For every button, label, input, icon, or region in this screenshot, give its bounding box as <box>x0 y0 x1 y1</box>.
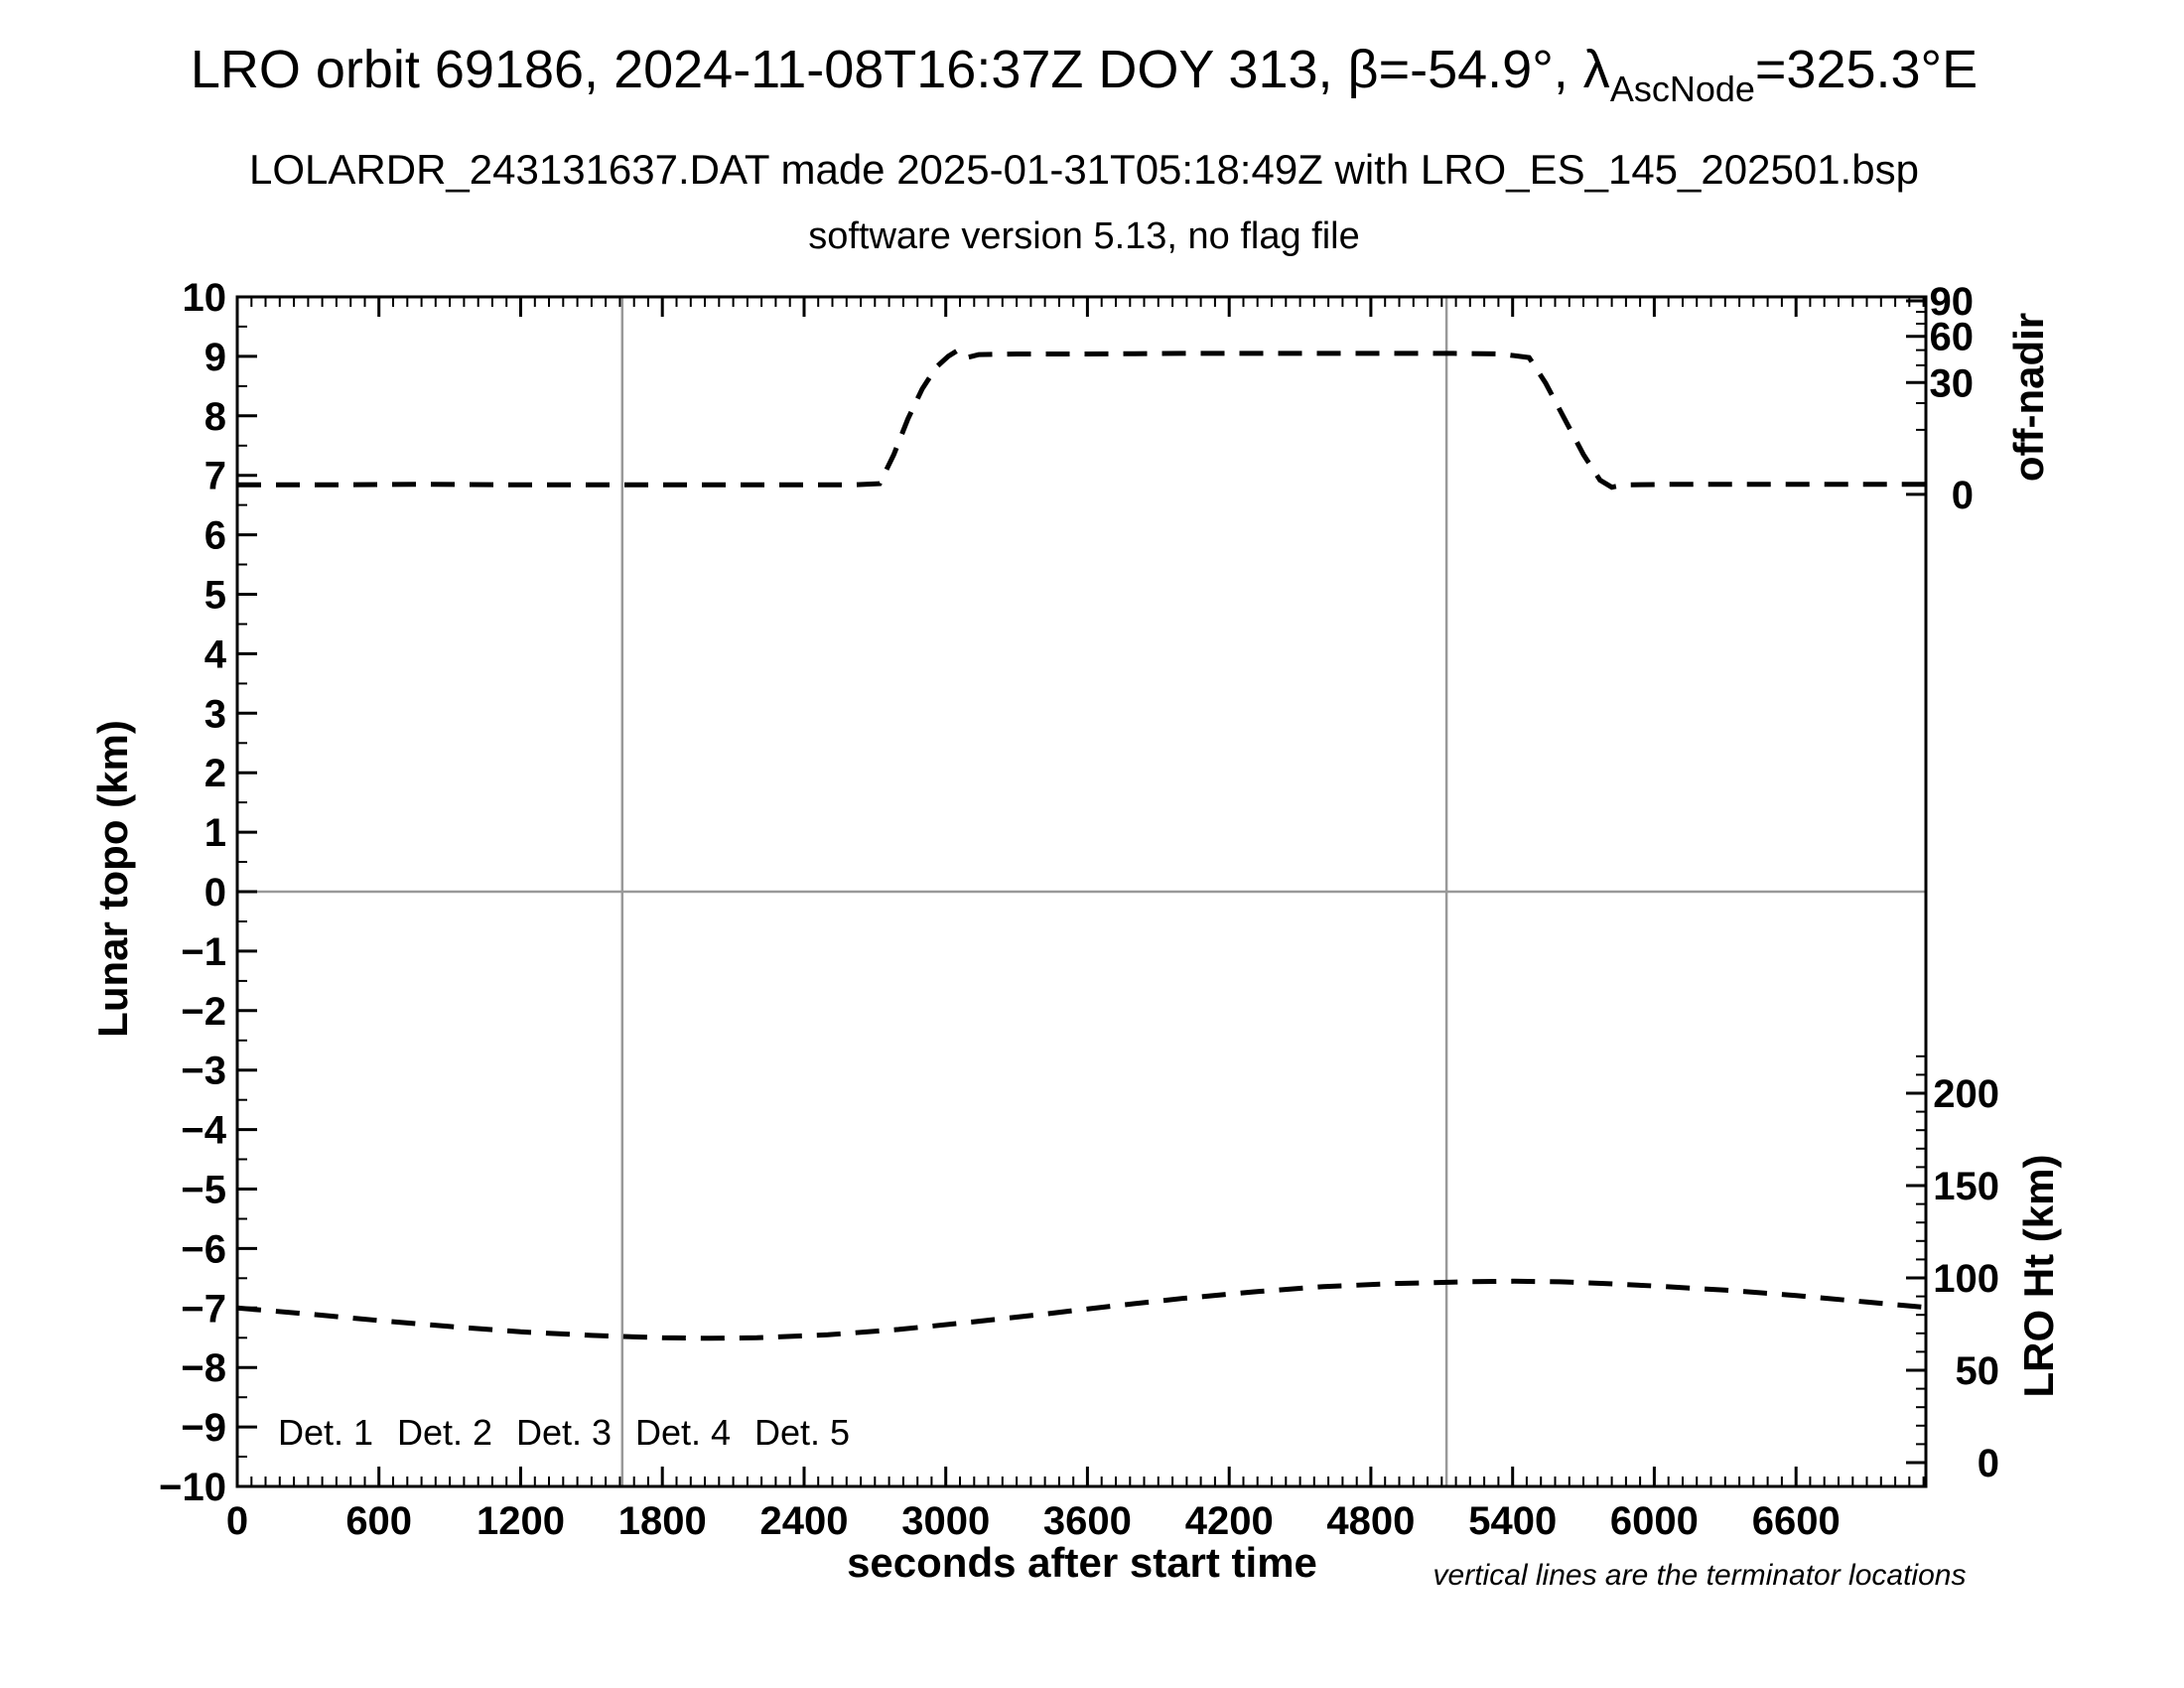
y-tick-label: −5 <box>181 1169 226 1212</box>
legend-item-3: Det. 3 <box>516 1412 612 1453</box>
y-tick-label: 8 <box>205 395 226 439</box>
y-tick-label: −1 <box>181 930 226 974</box>
x-axis-title: seconds after start time <box>847 1539 1317 1586</box>
page-title: LRO orbit 69186, 2024-11-08T16:37Z DOY 3… <box>191 40 1978 109</box>
y-axis-title-right-bottom: LRO Ht (km) <box>2015 1155 2062 1398</box>
x-tick-label: 6600 <box>1752 1499 1841 1543</box>
x-tick-label: 600 <box>345 1499 412 1543</box>
y-tick-label: 3 <box>205 692 226 736</box>
y-axis-title-left: Lunar topo (km) <box>89 720 136 1038</box>
y-tick-label: 9 <box>205 336 226 379</box>
title-subscript: AscNode <box>1610 69 1755 109</box>
x-tick-label: 4200 <box>1185 1499 1274 1543</box>
y-tick-label: 0 <box>205 871 226 914</box>
y-tick-label: 4 <box>205 633 227 676</box>
y-axis-title-right-top: off-nadir <box>2005 313 2052 482</box>
y-tick-label: −10 <box>159 1466 226 1509</box>
x-tick-label: 3600 <box>1043 1499 1132 1543</box>
x-tick-label: 3000 <box>901 1499 990 1543</box>
y-tick-label: −9 <box>181 1406 226 1450</box>
series-off-nadir-angle <box>237 347 1926 491</box>
x-tick-label: 1200 <box>477 1499 565 1543</box>
y-tick-label: 1 <box>205 811 226 855</box>
legend-item-5: Det. 5 <box>754 1412 850 1453</box>
title-main: LRO orbit 69186, 2024-11-08T16:37Z DOY 3… <box>191 40 1610 99</box>
subtitle-filename: LOLARDR_243131637.DAT made 2025-01-31T05… <box>249 146 1919 193</box>
legend-item-2: Det. 2 <box>397 1412 492 1453</box>
lroht-tick-label: 200 <box>1933 1072 1999 1116</box>
lroht-tick-label: 50 <box>1956 1349 2000 1393</box>
y-tick-label: 10 <box>183 276 227 320</box>
x-tick-label: 6000 <box>1610 1499 1699 1543</box>
x-tick-label: 4800 <box>1326 1499 1415 1543</box>
y-tick-label: −7 <box>181 1287 226 1331</box>
y-tick-label: 5 <box>205 574 226 618</box>
y-tick-label: −6 <box>181 1227 226 1271</box>
lroht-tick-label: 100 <box>1933 1257 1999 1301</box>
plot-area: 0 600 1200 1800 2400 3000 3600 4200 4800 5400 6000… <box>159 276 1999 1543</box>
y-tick-label: −4 <box>181 1109 226 1153</box>
y-tick-label: 7 <box>205 455 226 498</box>
title-tail: =325.3°E <box>1755 40 1978 99</box>
y-tick-label: −3 <box>181 1050 226 1093</box>
x-tick-label: 5400 <box>1468 1499 1557 1543</box>
series-LRO-height <box>236 1278 1927 1341</box>
offnadir-tick-label: 90 <box>1930 280 1975 324</box>
y-tick-label: −2 <box>181 990 226 1034</box>
lroht-tick-label: 150 <box>1933 1165 1999 1208</box>
x-tick-label: 1800 <box>618 1499 707 1543</box>
x-tick-label: 0 <box>226 1499 248 1543</box>
offnadir-tick-label: 60 <box>1930 316 1975 359</box>
subtitle-software-version: software version 5.13, no flag file <box>808 215 1360 257</box>
legend-item-1: Det. 1 <box>278 1412 373 1453</box>
lroht-tick-label: 0 <box>1978 1442 1999 1485</box>
legend-item-4: Det. 4 <box>635 1412 731 1453</box>
y-tick-label: 2 <box>205 752 226 795</box>
offnadir-tick-label: 0 <box>1952 474 1974 517</box>
offnadir-tick-label: 30 <box>1930 361 1975 405</box>
x-tick-label: 2400 <box>760 1499 849 1543</box>
y-tick-label: −8 <box>181 1346 226 1390</box>
y-tick-label: 6 <box>205 514 226 558</box>
terminator-footnote: vertical lines are the terminator locati… <box>1433 1559 1967 1592</box>
